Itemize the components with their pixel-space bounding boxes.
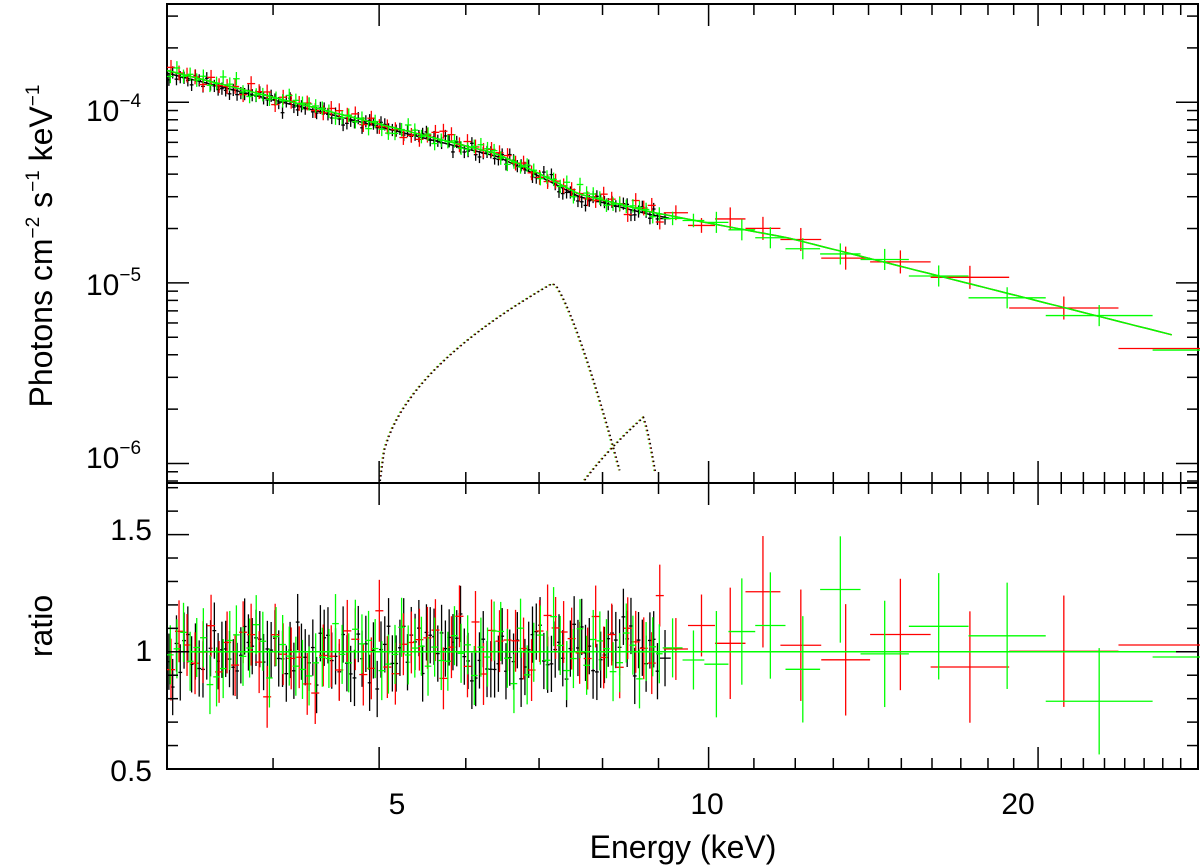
bottom-y-axis-title: ratio (23, 595, 59, 657)
model-component-1-1 (583, 416, 656, 481)
model-component-0-1 (379, 282, 620, 482)
ylabel-part-4: keV (23, 106, 59, 171)
xtick-label-20: 20 (1001, 788, 1034, 821)
xtick-label-10: 10 (690, 788, 723, 821)
ylabel-part-1: −2 (23, 217, 44, 239)
top-ytick-label-1-exp: −5 (119, 265, 141, 286)
top-ytick-label-1-base: 10 (86, 269, 119, 302)
xtick-label-5: 5 (389, 788, 406, 821)
top-ytick-label-0-exp: −4 (119, 91, 141, 112)
ylabel-part-3: −1 (23, 170, 44, 192)
top-ytick-label-1: 10−5 (86, 265, 141, 302)
bottom-ytick-label-1.5: 1.5 (110, 514, 152, 547)
ylabel-part-0: Photons cm (23, 238, 59, 407)
top-model-line-2 (166, 69, 1172, 336)
tick-marks (167, 4, 1199, 769)
bottom-data-layer (167, 536, 1200, 755)
top-y-axis-title: Photons cm−2 s−1 keV−1 (23, 85, 59, 408)
bottom-ytick-label-1: 1 (135, 635, 152, 668)
bottom-panel-frame (166, 482, 1199, 770)
ylabel-part-2: s (23, 192, 59, 217)
model-component-1-0 (583, 416, 656, 481)
bottom-ytick-label-0.5: 0.5 (110, 755, 152, 788)
top-ytick-label-2-exp: −6 (119, 438, 141, 459)
top-panel-frame (166, 3, 1199, 484)
model-component-1-2 (584, 416, 657, 481)
ylabel-part-5: −1 (23, 85, 44, 107)
top-ytick-label-0-base: 10 (86, 95, 119, 128)
top-ytick-label-2: 10−6 (86, 438, 141, 475)
model-component-0-2 (379, 282, 621, 482)
top-ytick-label-0: 10−4 (86, 91, 141, 128)
x-axis-title: Energy (keV) (590, 829, 777, 865)
model-component-0-0 (378, 282, 620, 482)
top-model-layer (378, 282, 657, 482)
top-ytick-label-2-base: 10 (86, 442, 119, 475)
top-data-layer (166, 59, 1200, 351)
